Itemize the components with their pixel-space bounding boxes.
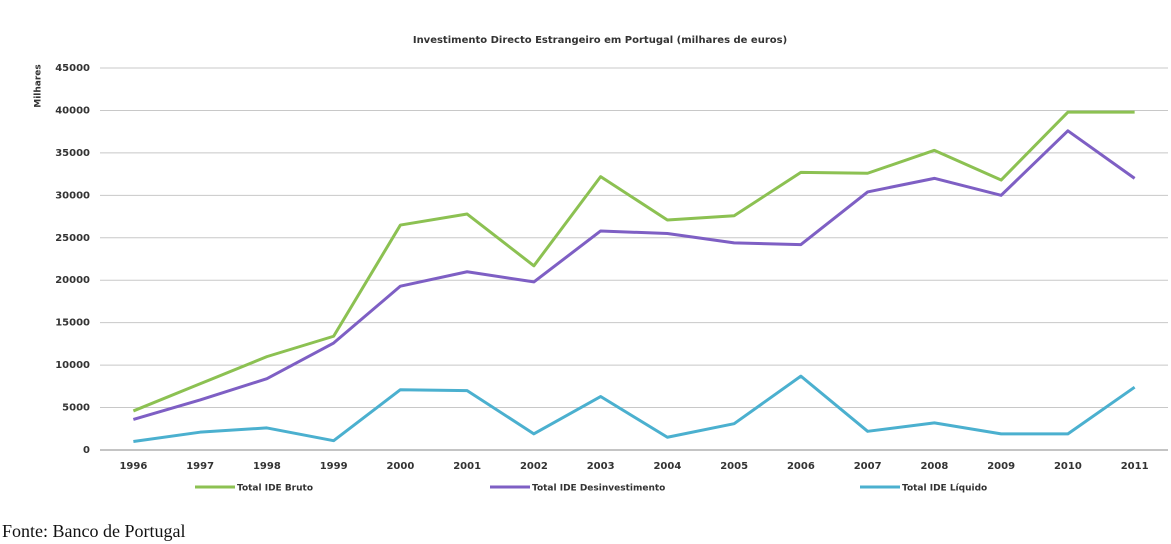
source-note: Fonte: Banco de Portugal: [2, 521, 185, 541]
x-tick-label: 2006: [787, 461, 815, 472]
x-tick-label: 2004: [653, 461, 681, 472]
x-tick-label: 2010: [1054, 461, 1082, 472]
y-axis-label: Milhares: [34, 64, 44, 108]
chart-title: Investimento Directo Estrangeiro em Port…: [413, 35, 787, 46]
x-tick-label: 2008: [920, 461, 948, 472]
x-tick-label: 2005: [720, 461, 748, 472]
y-tick-label: 15000: [55, 318, 90, 329]
y-tick-label: 25000: [55, 233, 90, 244]
legend-label: Total IDE Líquido: [902, 484, 987, 494]
series-line: [132, 110, 1135, 413]
x-tick-label: 2009: [987, 461, 1015, 472]
legend-label: Total IDE Desinvestimento: [532, 484, 665, 494]
x-tick-label: 2011: [1121, 461, 1149, 472]
series-line: [133, 374, 1136, 443]
y-tick-label: 10000: [55, 360, 90, 371]
y-tick-label: 0: [83, 445, 90, 456]
y-tick-label: 30000: [55, 190, 90, 201]
y-tick-label: 5000: [62, 403, 90, 414]
legend-label: Total IDE Bruto: [237, 484, 313, 494]
series-line: [132, 129, 1136, 421]
x-tick-label: 2001: [453, 461, 481, 472]
x-tick-label: 2007: [854, 461, 882, 472]
x-tick-label: 2000: [386, 461, 414, 472]
x-tick-label: 1997: [186, 461, 214, 472]
x-tick-label: 1999: [320, 461, 348, 472]
y-tick-label: 40000: [55, 105, 90, 116]
y-tick-label: 45000: [55, 63, 90, 74]
x-tick-label: 1998: [253, 461, 281, 472]
x-tick-label: 2002: [520, 461, 548, 472]
x-tick-label: 2003: [587, 461, 615, 472]
y-tick-label: 35000: [55, 148, 90, 159]
y-tick-label: 20000: [55, 275, 90, 286]
x-tick-label: 1996: [119, 461, 147, 472]
